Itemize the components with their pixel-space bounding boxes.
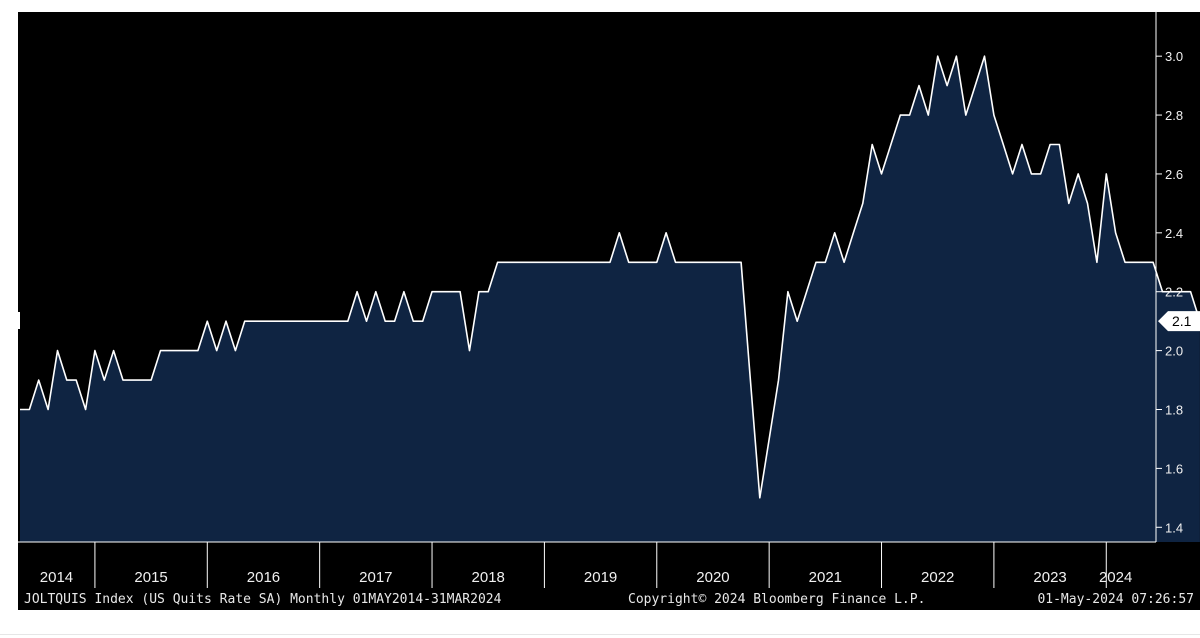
x-tick-label: 2019 — [584, 569, 617, 586]
x-tick-label: 2017 — [359, 569, 392, 586]
series-area — [20, 56, 1200, 542]
x-tick-label: 2015 — [134, 569, 167, 586]
x-tick-label: 2023 — [1033, 569, 1066, 586]
bottom-strip — [0, 610, 1200, 638]
timestamp-text: 01-May-2024 07:26:57 — [1037, 592, 1194, 607]
chart-frame: 1.4 1.6 1.8 2.0 2.2 2.4 2.6 2.8 3.0 2014 2015 2016 2… — [18, 12, 1200, 610]
series-line — [20, 55, 1200, 499]
x-tick-label: 2018 — [472, 569, 505, 586]
x-tick-label: 2020 — [696, 569, 729, 586]
x-tick-label: 2024 — [1099, 569, 1132, 586]
bottom-divider — [0, 634, 1200, 635]
y-tick-label: 3.0 — [1165, 49, 1183, 64]
y-tick-label: 2.8 — [1165, 108, 1183, 123]
y-tick-label: 2.6 — [1165, 167, 1183, 182]
y-tick-label: 2.0 — [1165, 344, 1183, 359]
x-tick-label: 2022 — [921, 569, 954, 586]
y-tick-label: 1.8 — [1165, 403, 1183, 418]
quits-rate-chart: 1.4 1.6 1.8 2.0 2.2 2.4 2.6 2.8 3.0 2014 2015 2016 2… — [18, 12, 1200, 588]
y-tick-label: 1.4 — [1165, 520, 1183, 535]
y-tick-label: 2.2 — [1165, 285, 1183, 300]
left-edge-marker — [16, 312, 20, 329]
y-tick-label: 2.4 — [1165, 226, 1183, 241]
x-tick-label: 2014 — [40, 569, 73, 586]
last-value-tag — [1158, 311, 1200, 332]
x-tick-label: 2021 — [809, 569, 842, 586]
copyright-text: Copyright© 2024 Bloomberg Finance L.P. — [628, 592, 926, 607]
last-value-label: 2.1 — [1172, 313, 1192, 329]
index-description: JOLTQUIS Index (US Quits Rate SA) Monthl… — [24, 592, 502, 607]
x-tick-label: 2016 — [247, 569, 280, 586]
y-tick-label: 1.6 — [1165, 461, 1183, 476]
